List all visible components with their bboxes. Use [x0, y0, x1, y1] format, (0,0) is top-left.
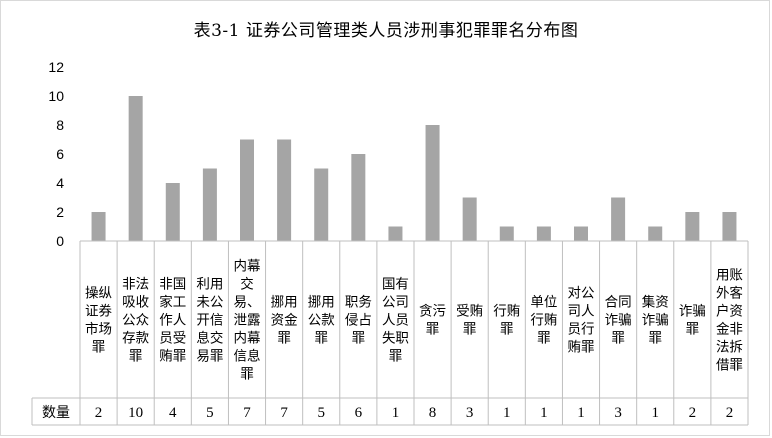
- y-axis: 0 2 4 6 8 10 12: [48, 59, 64, 249]
- data-table: 操纵证券市场罪非法吸收公众存款罪非国家工作人员受贿罪利用未公开信息交易罪内幕交易…: [31, 240, 749, 426]
- y-tick-label: 6: [56, 146, 64, 162]
- bar: [240, 139, 254, 241]
- bar: [722, 212, 737, 241]
- data-value: 1: [540, 405, 548, 421]
- y-tick-label: 8: [56, 117, 64, 133]
- data-value: 7: [243, 405, 251, 421]
- bar: [462, 197, 477, 241]
- data-value: 8: [429, 405, 437, 421]
- data-value: 1: [503, 405, 511, 421]
- bar: [611, 197, 626, 241]
- bar: [128, 96, 143, 241]
- x-tick-label: 挪用公款罪: [308, 295, 335, 347]
- x-tick-label: 合同诈骗罪: [605, 295, 632, 347]
- data-value: 5: [206, 405, 214, 421]
- x-tick-label: 用账外客户资金非法拆借罪: [716, 268, 744, 374]
- y-tick-label: 10: [48, 88, 64, 104]
- bar: [314, 168, 329, 241]
- bar: [91, 212, 106, 241]
- bar: [648, 226, 663, 241]
- bar: [536, 226, 551, 241]
- data-value: 1: [577, 405, 585, 421]
- data-value: 2: [95, 405, 103, 421]
- data-value: 3: [466, 405, 474, 421]
- x-tick-label: 诈骗罪: [679, 304, 706, 338]
- y-tick-label: 2: [56, 204, 64, 220]
- data-value: 1: [392, 405, 400, 421]
- bar: [499, 226, 514, 241]
- bar: [685, 212, 700, 241]
- x-tick-label: 贪污罪: [419, 304, 446, 338]
- x-tick-label: 职务侵占罪: [345, 295, 372, 347]
- data-value: 3: [614, 405, 622, 421]
- x-tick-label: 内幕交易、泄露内幕信息罪: [234, 259, 261, 383]
- bar: [388, 226, 403, 241]
- y-tick-label: 12: [48, 59, 64, 75]
- data-value: 10: [128, 405, 143, 421]
- x-tick-label: 非国家工作人员受贿罪: [159, 277, 186, 365]
- y-tick-label: 4: [56, 175, 64, 191]
- bar: [425, 125, 440, 241]
- data-value: 1: [651, 405, 659, 421]
- x-tick-label: 对公司人员行贿罪: [568, 286, 596, 356]
- x-tick-label: 利用未公开信息交易罪: [196, 277, 223, 365]
- bar: [574, 226, 588, 241]
- data-value: 7: [280, 405, 288, 421]
- y-tick-label: 0: [56, 233, 64, 249]
- x-tick-label: 单位行贿罪: [530, 295, 557, 347]
- series-label: 数量: [42, 405, 70, 421]
- data-value: 2: [726, 405, 734, 421]
- chart-title: 表3-1 证券公司管理类人员涉刑事犯罪罪名分布图: [193, 21, 579, 41]
- x-tick-label: 非法吸收公众存款罪: [122, 277, 149, 365]
- x-tick-label: 挪用资金罪: [271, 295, 298, 347]
- x-tick-label: 受贿罪: [456, 304, 483, 338]
- bar: [165, 183, 180, 241]
- bar: [202, 168, 217, 241]
- x-tick-label: 集资诈骗罪: [642, 295, 669, 347]
- data-value: 4: [169, 405, 177, 421]
- bar: [277, 139, 292, 241]
- data-value: 2: [689, 405, 697, 421]
- bar: [351, 154, 366, 241]
- x-tick-label: 国有公司人员失职罪: [382, 277, 409, 365]
- data-value: 5: [317, 405, 325, 421]
- bars: [91, 96, 737, 241]
- x-tick-label: 操纵证券市场罪: [85, 286, 112, 356]
- x-tick-label: 行贿罪: [493, 304, 520, 338]
- data-value: 6: [355, 405, 363, 421]
